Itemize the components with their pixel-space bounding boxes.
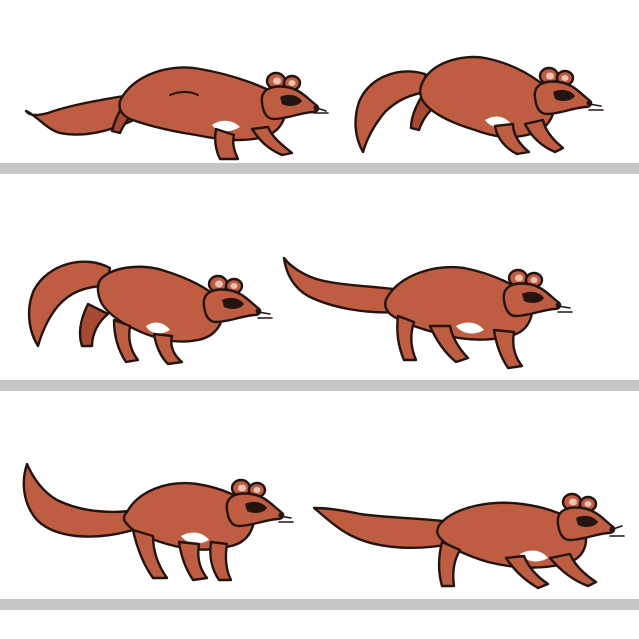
body	[96, 265, 224, 343]
tail	[282, 256, 402, 314]
fore-leg	[152, 332, 184, 366]
fore-leg	[492, 328, 524, 370]
animation-frame-1	[20, 55, 340, 165]
tail	[27, 260, 112, 348]
ground-strip-1	[0, 163, 639, 174]
animation-frame-6	[310, 488, 635, 598]
hind-leg-back	[214, 127, 240, 161]
body	[122, 482, 256, 551]
tail	[312, 506, 454, 549]
hind-leg	[78, 302, 110, 348]
fore-leg	[209, 540, 233, 582]
hind-leg	[437, 540, 462, 588]
fore-leg	[250, 125, 294, 157]
ground-strip-2	[0, 380, 639, 391]
fore-leg	[548, 552, 598, 588]
tail	[24, 93, 142, 136]
hind-leg-back	[112, 318, 140, 364]
tail	[354, 70, 429, 154]
animation-frame-3	[22, 250, 287, 375]
hind-leg	[396, 314, 418, 362]
fore-leg	[523, 118, 565, 154]
hind-leg-back	[504, 554, 550, 590]
animation-frame-5	[15, 460, 305, 595]
hind-leg-back	[177, 540, 209, 582]
animation-frame-4	[280, 256, 580, 376]
hind-leg	[131, 528, 169, 580]
animation-frame-2	[345, 48, 635, 163]
tail	[22, 462, 139, 538]
hind-leg-back	[428, 324, 470, 364]
hind-leg-back	[493, 122, 531, 156]
ground-strip-3	[0, 599, 639, 610]
